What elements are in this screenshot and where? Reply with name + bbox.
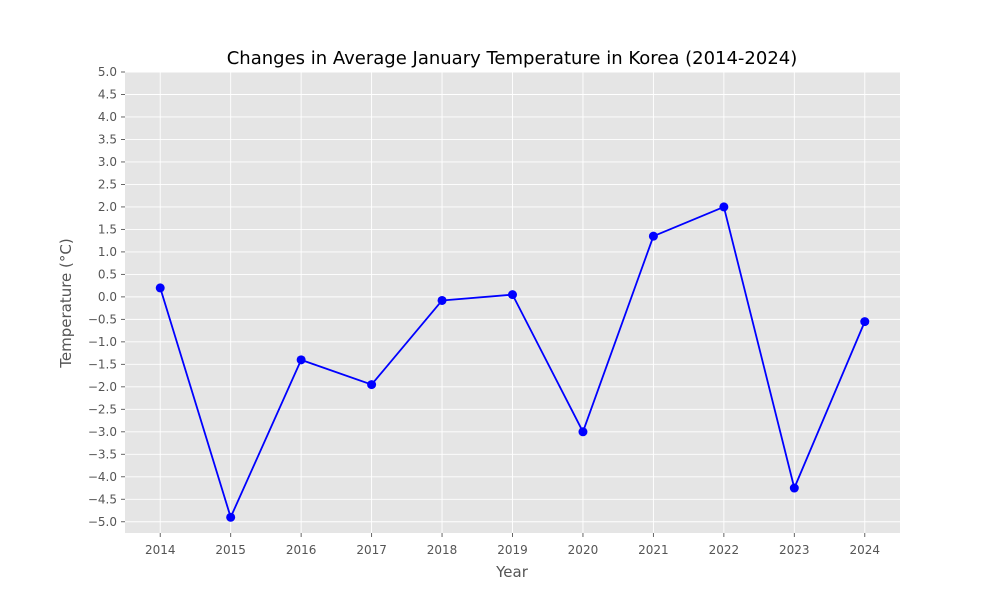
y-tick-label: 3.5	[98, 132, 117, 146]
data-point	[860, 317, 870, 327]
x-tick-label: 2014	[145, 543, 176, 557]
y-tick-label: 1.5	[98, 222, 117, 236]
x-tick-label: 2022	[709, 543, 740, 557]
x-tick-label: 2020	[568, 543, 599, 557]
y-tick-label: 2.5	[98, 177, 117, 191]
y-tick-label: 2.0	[98, 200, 117, 214]
y-axis-label: Temperature (°C)	[57, 238, 75, 368]
x-tick-label: 2015	[215, 543, 246, 557]
data-point	[296, 355, 306, 365]
y-tick-label: 0.0	[98, 290, 117, 304]
y-tick-label: 1.0	[98, 245, 117, 259]
y-tick-label: 3.0	[98, 155, 117, 169]
x-axis-label: Year	[495, 563, 529, 581]
y-tick-label: −4.0	[88, 470, 117, 484]
data-point	[508, 290, 517, 300]
axis-ticks: −5.0 −4.5 −4.0 −3.5 −3.0 −2.5 −2.0 −1.5 −1.0 −0.5…	[88, 65, 880, 557]
y-tick-label: −4.5	[88, 492, 117, 506]
data-point	[578, 427, 588, 437]
x-tick-label: 2019	[497, 543, 528, 557]
y-tick-label: 4.5	[98, 87, 117, 101]
y-tick-label: −5.0	[88, 515, 117, 529]
y-tick-label: 0.5	[98, 267, 117, 281]
data-point	[437, 295, 447, 305]
y-tick-label: −2.0	[88, 380, 117, 394]
y-tick-label: 4.0	[98, 110, 117, 124]
x-tick-label: 2021	[638, 543, 669, 557]
data-point	[226, 512, 236, 522]
y-tick-label: −1.0	[88, 335, 117, 349]
y-tick-label: −1.5	[88, 357, 117, 371]
x-tick-label: 2023	[779, 543, 810, 557]
y-tick-label: −2.5	[88, 402, 117, 416]
y-tick-label: −0.5	[88, 312, 117, 326]
y-tick-label: −3.0	[88, 425, 117, 439]
x-tick-label: 2024	[849, 543, 880, 557]
chart-title: Changes in Average January Temperature i…	[227, 48, 798, 69]
data-point	[719, 202, 729, 212]
y-tick-label: 5.0	[98, 65, 117, 79]
data-point	[155, 283, 165, 293]
x-tick-label: 2017	[356, 543, 387, 557]
data-point	[789, 483, 799, 493]
data-point	[367, 380, 377, 390]
x-tick-label: 2018	[427, 543, 458, 557]
data-series	[155, 202, 870, 522]
x-tick-label: 2016	[286, 543, 317, 557]
y-tick-label: −3.5	[88, 447, 117, 461]
data-point	[648, 231, 658, 241]
